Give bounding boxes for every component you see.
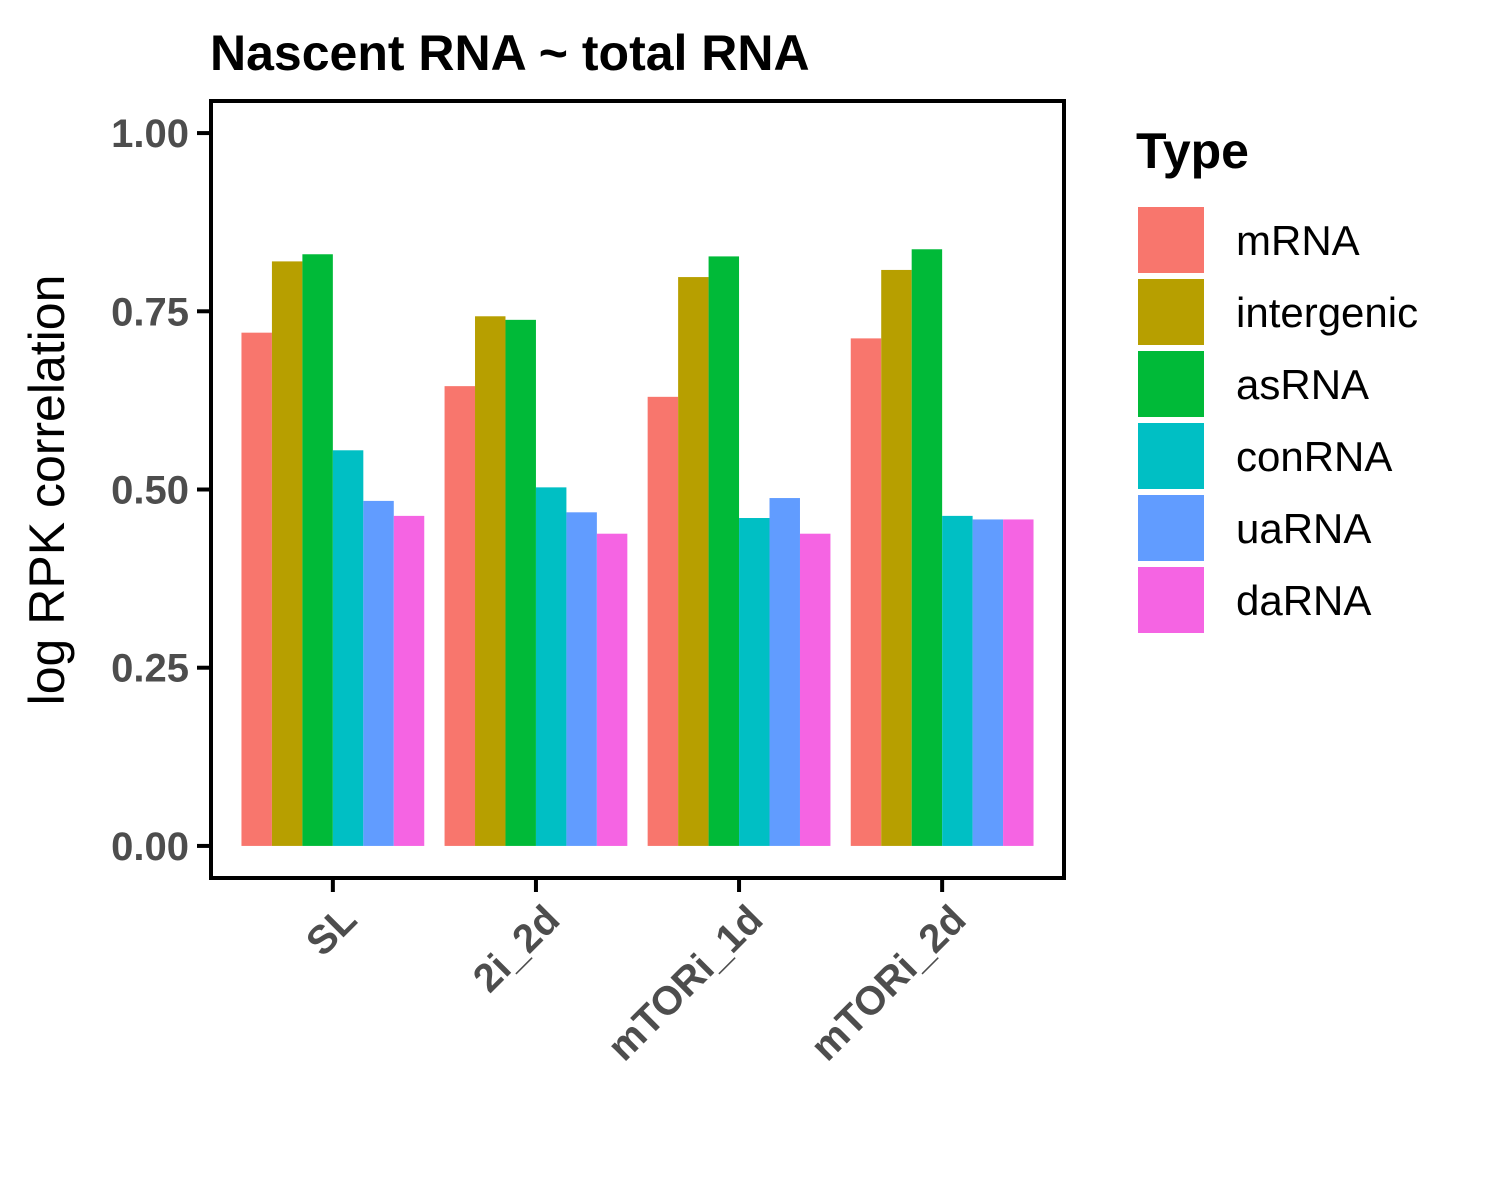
- legend-key-mRNA: [1138, 207, 1204, 273]
- bar-SL-mRNA: [241, 332, 272, 846]
- bar-mTORi_2d-mRNA: [850, 338, 882, 846]
- bar-mTORi_2d-intergenic: [881, 269, 912, 846]
- bar-SL-daRNA: [393, 515, 425, 846]
- bar-2i_2d-intergenic: [475, 316, 506, 846]
- bar-2i_2d-uaRNA: [566, 512, 597, 846]
- bar-SL-asRNA: [302, 254, 333, 846]
- legend-label-daRNA: daRNA: [1236, 577, 1371, 624]
- bar-2i_2d-asRNA: [505, 319, 536, 846]
- legend-key-intergenic: [1138, 279, 1204, 345]
- legend-label-asRNA: asRNA: [1236, 361, 1369, 408]
- bar-mTORi_1d-mRNA: [647, 396, 679, 846]
- bar-2i_2d-daRNA: [596, 533, 628, 846]
- bar-2i_2d-conRNA: [535, 487, 567, 846]
- x-tick-label: 2i_2d: [465, 897, 568, 1000]
- y-tick-label: 0.50: [111, 469, 189, 513]
- legend-key-asRNA: [1138, 351, 1204, 417]
- bars-group: [241, 249, 1034, 846]
- x-tick-label: mTORi_2d: [802, 897, 974, 1069]
- bar-SL-conRNA: [332, 450, 364, 846]
- y-tick-label: 0.00: [111, 825, 189, 869]
- bar-mTORi_2d-daRNA: [1003, 519, 1034, 846]
- legend-label-intergenic: intergenic: [1236, 289, 1418, 336]
- bar-mTORi_2d-uaRNA: [972, 519, 1004, 846]
- legend-key-daRNA: [1138, 567, 1204, 633]
- legend-items: mRNA intergenic asRNA conRNA uaRNA daRNA: [1138, 207, 1418, 633]
- y-tick-label: 0.25: [111, 647, 189, 691]
- bar-SL-intergenic: [271, 261, 303, 846]
- x-tick-label: mTORi_1d: [599, 897, 771, 1069]
- bar-mTORi_1d-uaRNA: [769, 498, 800, 846]
- legend: Type mRNA intergenic asRNA conRNA uaRNA daRNA: [1136, 123, 1418, 633]
- y-axis: 0.00 0.25 0.50 0.75 1.00: [111, 112, 211, 869]
- y-tick-label: 0.75: [111, 290, 189, 334]
- legend-label-uaRNA: uaRNA: [1236, 505, 1371, 552]
- legend-label-mRNA: mRNA: [1236, 217, 1360, 264]
- bar-mTORi_1d-daRNA: [799, 533, 831, 846]
- bar-mTORi_2d-conRNA: [942, 515, 973, 846]
- bar-mTORi_1d-conRNA: [739, 518, 770, 846]
- y-axis-label: log RPK correlation: [19, 275, 75, 706]
- bar-mTORi_2d-asRNA: [911, 249, 943, 846]
- legend-title: Type: [1136, 123, 1249, 179]
- legend-label-conRNA: conRNA: [1236, 433, 1392, 480]
- bar-2i_2d-mRNA: [444, 386, 476, 846]
- bar-mTORi_1d-asRNA: [708, 256, 740, 846]
- y-tick-label: 1.00: [111, 112, 189, 156]
- legend-key-conRNA: [1138, 423, 1204, 489]
- legend-key-uaRNA: [1138, 495, 1204, 561]
- bar-SL-uaRNA: [363, 500, 394, 846]
- x-axis: SL 2i_2d mTORi_1d mTORi_2d: [298, 878, 975, 1069]
- chart-title: Nascent RNA ~ total RNA: [210, 25, 810, 81]
- x-tick-label: SL: [298, 897, 365, 964]
- bar-mTORi_1d-intergenic: [678, 277, 709, 846]
